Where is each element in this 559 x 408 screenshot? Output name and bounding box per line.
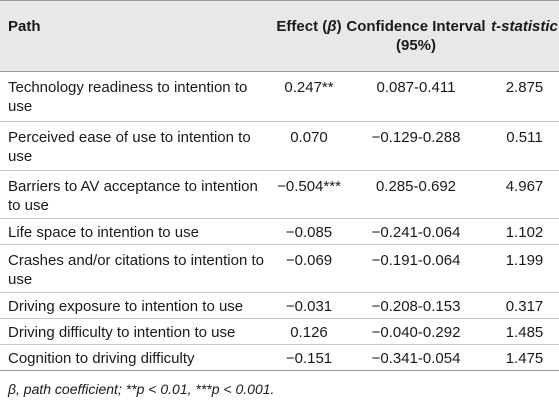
header-path: Path (8, 18, 41, 35)
table-header: Path Effect (β) Confidence Interval (95%… (0, 0, 559, 72)
table-row: Driving exposure to intention to use −0.0… (0, 293, 559, 319)
header-confidence-interval: Confidence Interval (95%) (346, 18, 486, 54)
table-row: Crashes and/or citations to intention to… (0, 245, 559, 293)
table-footnote: β, path coefficient; **p < 0.01, ***p < … (8, 381, 275, 397)
table-row: Technology readiness to intention to use… (0, 72, 559, 122)
path-cell: Perceived ease of use to intention to us… (8, 129, 251, 165)
path-cell: Driving difficulty to intention to use (8, 324, 236, 341)
path-cell: Crashes and/or citations to intention to… (8, 252, 264, 288)
confidence-interval-cell: −0.241-0.064 (371, 224, 461, 241)
path-cell: Life space to intention to use (8, 224, 199, 241)
confidence-interval-cell: −0.129-0.288 (371, 129, 461, 146)
effect-cell: −0.504*** (277, 178, 341, 195)
confidence-interval-cell: −0.191-0.064 (371, 252, 461, 269)
confidence-interval-cell: −0.208-0.153 (371, 298, 461, 315)
effect-cell: −0.069 (285, 252, 333, 269)
t-statistic-cell: 2.875 (505, 79, 544, 96)
t-statistic-cell: 1.199 (505, 252, 544, 269)
confidence-interval-cell: 0.087-0.411 (376, 79, 456, 96)
path-cell: Driving exposure to intention to use (8, 298, 244, 315)
t-statistic-cell: 1.485 (505, 324, 544, 341)
table-row: Life space to intention to use −0.085 −0.2… (0, 219, 559, 245)
t-statistic-cell: 4.967 (505, 178, 544, 195)
effect-cell: 0.247** (284, 79, 334, 96)
table-row: Cognition to driving difficulty −0.151 −0.… (0, 345, 559, 371)
path-cell: Technology readiness to intention to use (8, 79, 248, 115)
effect-cell: −0.031 (285, 298, 333, 315)
table-row: Driving difficulty to intention to use 0.… (0, 319, 559, 345)
effect-cell: −0.151 (285, 350, 333, 367)
t-statistic-cell: 0.511 (506, 129, 543, 146)
t-statistic-cell: 1.102 (505, 224, 544, 241)
confidence-interval-cell: −0.341-0.054 (371, 350, 461, 367)
header-effect: Effect (β) (276, 18, 342, 35)
effect-cell: 0.070 (290, 129, 328, 146)
effect-cell: −0.085 (285, 224, 333, 241)
effect-cell: 0.126 (290, 324, 328, 341)
header-t-statistic: t-statistic (491, 18, 558, 35)
t-statistic-cell: 1.475 (505, 350, 544, 367)
table-row: Perceived ease of use to intention to us… (0, 122, 559, 171)
confidence-interval-cell: −0.040-0.292 (371, 324, 461, 341)
table-row: Barriers to AV acceptance to intention t… (0, 171, 559, 219)
confidence-interval-cell: 0.285-0.692 (375, 178, 457, 195)
t-statistic-cell: 0.317 (505, 298, 544, 315)
path-cell: Cognition to driving difficulty (8, 350, 195, 367)
path-cell: Barriers to AV acceptance to intention t… (8, 178, 258, 214)
